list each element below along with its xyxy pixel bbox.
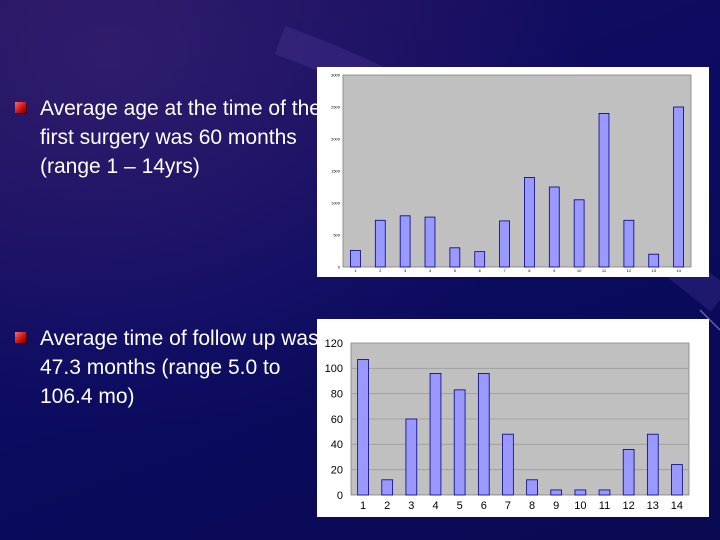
y-tick-label: 120 [325, 338, 343, 350]
follow-up-chart: 0 20 40 60 80 100 120 1 2 3 4 5 6 7 8 9 10 11 12 13 14 [317, 319, 709, 517]
y-tick-label: 0 [338, 264, 341, 269]
y-tick-label: 40 [331, 439, 343, 451]
bar-1 [350, 249, 361, 268]
bar-1 [357, 359, 369, 496]
x-tick-label: 14 [676, 268, 681, 273]
bar-8 [524, 177, 535, 268]
bar-9 [548, 186, 560, 268]
bar-13 [648, 253, 660, 268]
x-tick-label: 12 [623, 500, 635, 512]
x-tick-label: 7 [505, 500, 511, 512]
y-tick-label: 80 [331, 389, 343, 401]
bar-8 [526, 479, 538, 496]
y-tick-label: 2000 [331, 136, 341, 141]
x-tick-label: 9 [553, 268, 556, 273]
bar-2 [381, 479, 394, 496]
bar-3 [405, 418, 418, 496]
x-tick-label: 8 [528, 268, 531, 273]
bar-12 [623, 219, 635, 268]
x-tick-label: 13 [647, 500, 659, 512]
y-tick-label: 1500 [331, 168, 341, 173]
bar-6 [474, 251, 486, 268]
y-tick-label: 60 [331, 414, 343, 426]
bar-10 [574, 489, 587, 496]
x-tick-label: 12 [627, 268, 632, 273]
bullet-text-average-age: Average age at the time of the first sur… [40, 97, 321, 178]
bar-10 [573, 199, 585, 268]
x-tick-label: 10 [574, 500, 586, 512]
y-tick-label: 20 [331, 465, 343, 477]
x-tick-label: 1 [360, 500, 366, 512]
bar-11 [598, 489, 611, 496]
bar-4 [429, 373, 442, 496]
bullet-square-icon [15, 102, 26, 113]
bar-14 [671, 464, 683, 496]
bar-9 [550, 489, 563, 496]
y-tick-label: 3000 [331, 72, 341, 77]
x-tick-label: 6 [481, 500, 487, 512]
bar-5 [453, 389, 466, 496]
x-tick-label: 4 [429, 268, 432, 273]
x-tick-label: 2 [384, 500, 390, 512]
x-tick-label: 10 [577, 268, 582, 273]
bar-14 [673, 106, 684, 268]
bullet-square-icon [15, 332, 26, 343]
bar-3 [399, 215, 411, 268]
x-tick-label: 3 [408, 500, 414, 512]
x-tick-label: 5 [457, 500, 463, 512]
bullet-follow-up: Average time of follow up was 47.3 month… [15, 324, 330, 411]
bullet-average-age: Average age at the time of the first sur… [15, 94, 330, 181]
y-tick-label: 100 [325, 363, 343, 375]
x-tick-label: 6 [479, 268, 482, 273]
bar-7 [502, 433, 514, 496]
bar-6 [477, 373, 490, 496]
x-tick-label: 5 [454, 268, 457, 273]
y-tick-label: 0 [337, 490, 343, 502]
bar-11 [598, 113, 610, 268]
y-tick-label: 500 [333, 232, 340, 237]
x-tick-label: 2 [379, 268, 382, 273]
y-tick-label: 1000 [331, 200, 341, 205]
bar-5 [449, 247, 461, 268]
x-tick-label: 1 [354, 268, 357, 273]
x-tick-label: 11 [602, 268, 607, 273]
bar-13 [646, 433, 659, 496]
x-tick-label: 7 [503, 268, 506, 273]
x-tick-label: 4 [432, 500, 438, 512]
x-tick-label: 3 [404, 268, 407, 273]
age-at-surgery-chart: 0 500 1000 1500 2000 2500 3000 1 2 3 4 5 6 7 8 9 10 11 12 1… [317, 67, 709, 277]
x-tick-label: 8 [529, 500, 535, 512]
x-tick-label: 11 [599, 500, 610, 512]
x-tick-label: 14 [671, 500, 683, 512]
bar-2 [374, 219, 386, 268]
y-tick-label: 2500 [331, 104, 341, 109]
x-tick-label: 9 [553, 500, 559, 512]
bar-7 [499, 220, 510, 268]
bullet-text-follow-up: Average time of follow up was 47.3 month… [40, 327, 319, 408]
bar-4 [424, 216, 436, 268]
plot-area [342, 74, 692, 268]
bar-12 [622, 448, 635, 496]
x-tick-label: 13 [651, 268, 656, 273]
